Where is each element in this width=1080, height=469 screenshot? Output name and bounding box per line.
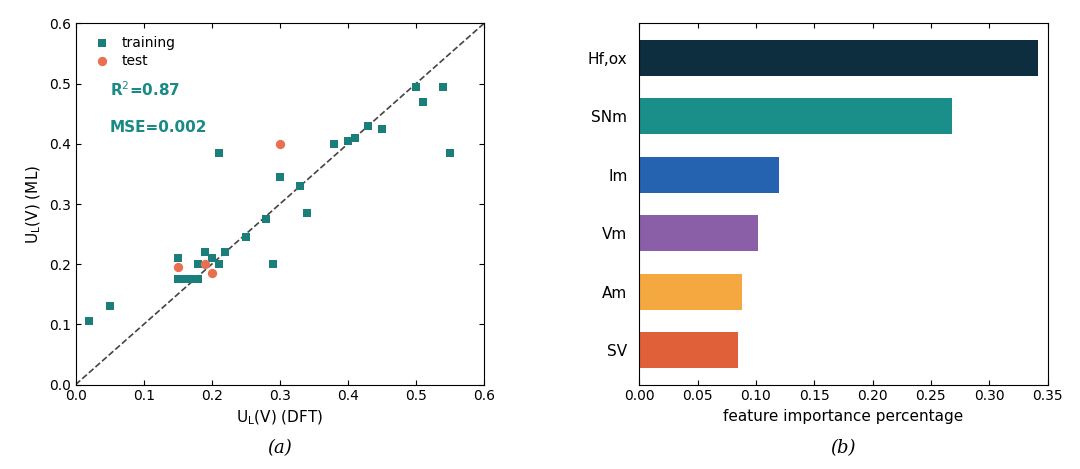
Text: R$^2$=0.87: R$^2$=0.87	[110, 80, 179, 98]
test	[170, 264, 187, 271]
Text: MSE=0.002: MSE=0.002	[110, 120, 207, 135]
training	[442, 149, 459, 157]
training	[210, 260, 227, 268]
training	[374, 125, 391, 133]
training	[170, 255, 187, 262]
training	[346, 134, 363, 142]
training	[339, 137, 356, 144]
training	[102, 303, 119, 310]
training	[189, 260, 206, 268]
training	[238, 234, 255, 241]
training	[292, 182, 309, 190]
training	[170, 275, 187, 283]
training	[183, 275, 200, 283]
Bar	[639, 157, 780, 193]
training	[407, 83, 424, 91]
Legend: training, test: training, test	[82, 30, 181, 74]
Bar	[639, 332, 739, 368]
Bar	[639, 215, 758, 251]
training	[217, 249, 234, 256]
X-axis label: feature importance percentage: feature importance percentage	[724, 409, 963, 424]
training	[271, 173, 288, 181]
training	[176, 275, 193, 283]
training	[434, 83, 451, 91]
X-axis label: U$_\mathregular{L}$(V) (DFT): U$_\mathregular{L}$(V) (DFT)	[237, 409, 323, 427]
training	[360, 122, 377, 129]
Bar	[639, 273, 742, 310]
training	[81, 318, 98, 325]
training	[257, 215, 274, 223]
training	[325, 140, 342, 148]
training	[210, 149, 227, 157]
Bar	[639, 98, 951, 135]
Bar	[639, 40, 1038, 76]
training	[197, 249, 214, 256]
test	[197, 260, 214, 268]
Text: (b): (b)	[831, 439, 856, 457]
training	[265, 260, 282, 268]
training	[298, 209, 315, 217]
training	[414, 98, 431, 106]
training	[203, 255, 220, 262]
test	[203, 270, 220, 277]
Y-axis label: U$_\mathregular{L}$(V) (ML): U$_\mathregular{L}$(V) (ML)	[25, 165, 43, 243]
training	[346, 134, 363, 142]
test	[271, 140, 288, 148]
training	[183, 275, 200, 283]
training	[189, 275, 206, 283]
Text: (a): (a)	[268, 439, 293, 457]
